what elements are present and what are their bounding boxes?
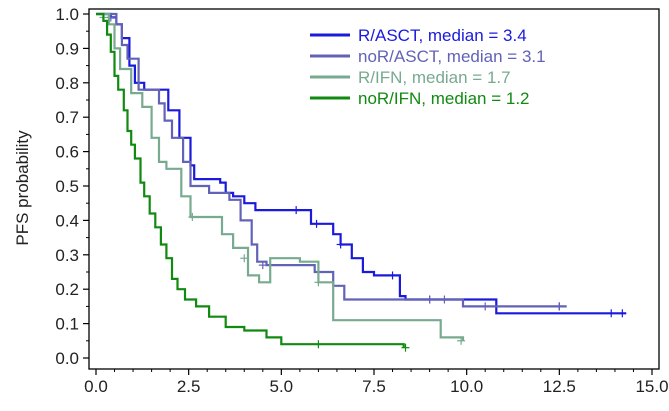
series-4	[96, 12, 410, 352]
legend-item: noR/ASCT, median = 3.1	[310, 47, 546, 66]
y-tick-label: 0.6	[55, 143, 79, 162]
y-tick-label: 0.3	[55, 246, 79, 265]
legend-label: noR/IFN, median = 1.2	[358, 89, 530, 108]
x-tick-label: 5.0	[270, 377, 294, 396]
legend-label: noR/ASCT, median = 3.1	[358, 47, 546, 66]
y-tick-label: 0.9	[55, 39, 79, 58]
x-tick-label: 10.0	[450, 377, 483, 396]
x-tick-label: 7.5	[362, 377, 386, 396]
y-tick-label: 0.5	[55, 177, 79, 196]
y-tick-label: 0.4	[55, 211, 79, 230]
x-tick-label: 12.5	[543, 377, 576, 396]
legend: R/ASCT, median = 3.4 noR/ASCT, median = 3…	[310, 26, 546, 108]
series-line	[96, 12, 567, 308]
y-tick-label: 0.7	[55, 108, 79, 127]
y-axis: 0.0 0.1 0.2 0.3 0.4 0.5 0.6 0.7 0.8 0.9 1.0	[55, 5, 89, 368]
y-axis-title: PFS probability	[13, 130, 32, 246]
x-tick-label: 15.0	[635, 377, 668, 396]
legend-item: R/IFN, median = 1.7	[310, 68, 511, 87]
legend-label: R/ASCT, median = 3.4	[358, 26, 527, 45]
y-tick-label: 0.8	[55, 74, 79, 93]
series-3	[96, 12, 466, 345]
x-tick-label: 0.0	[84, 377, 108, 396]
x-axis: 0.0 2.5 5.0 7.5 10.0 12.5 15.0	[84, 369, 669, 396]
series-line	[96, 12, 405, 348]
x-tick-label: 2.5	[177, 377, 201, 396]
series-layer	[96, 12, 627, 352]
y-tick-label: 0.2	[55, 280, 79, 299]
y-tick-label: 0.0	[55, 349, 79, 368]
y-tick-label: 1.0	[55, 5, 79, 24]
legend-item: R/ASCT, median = 3.4	[310, 26, 527, 45]
legend-label: R/IFN, median = 1.7	[358, 68, 511, 87]
y-tick-label: 0.1	[55, 315, 79, 334]
legend-item: noR/IFN, median = 1.2	[310, 89, 530, 108]
